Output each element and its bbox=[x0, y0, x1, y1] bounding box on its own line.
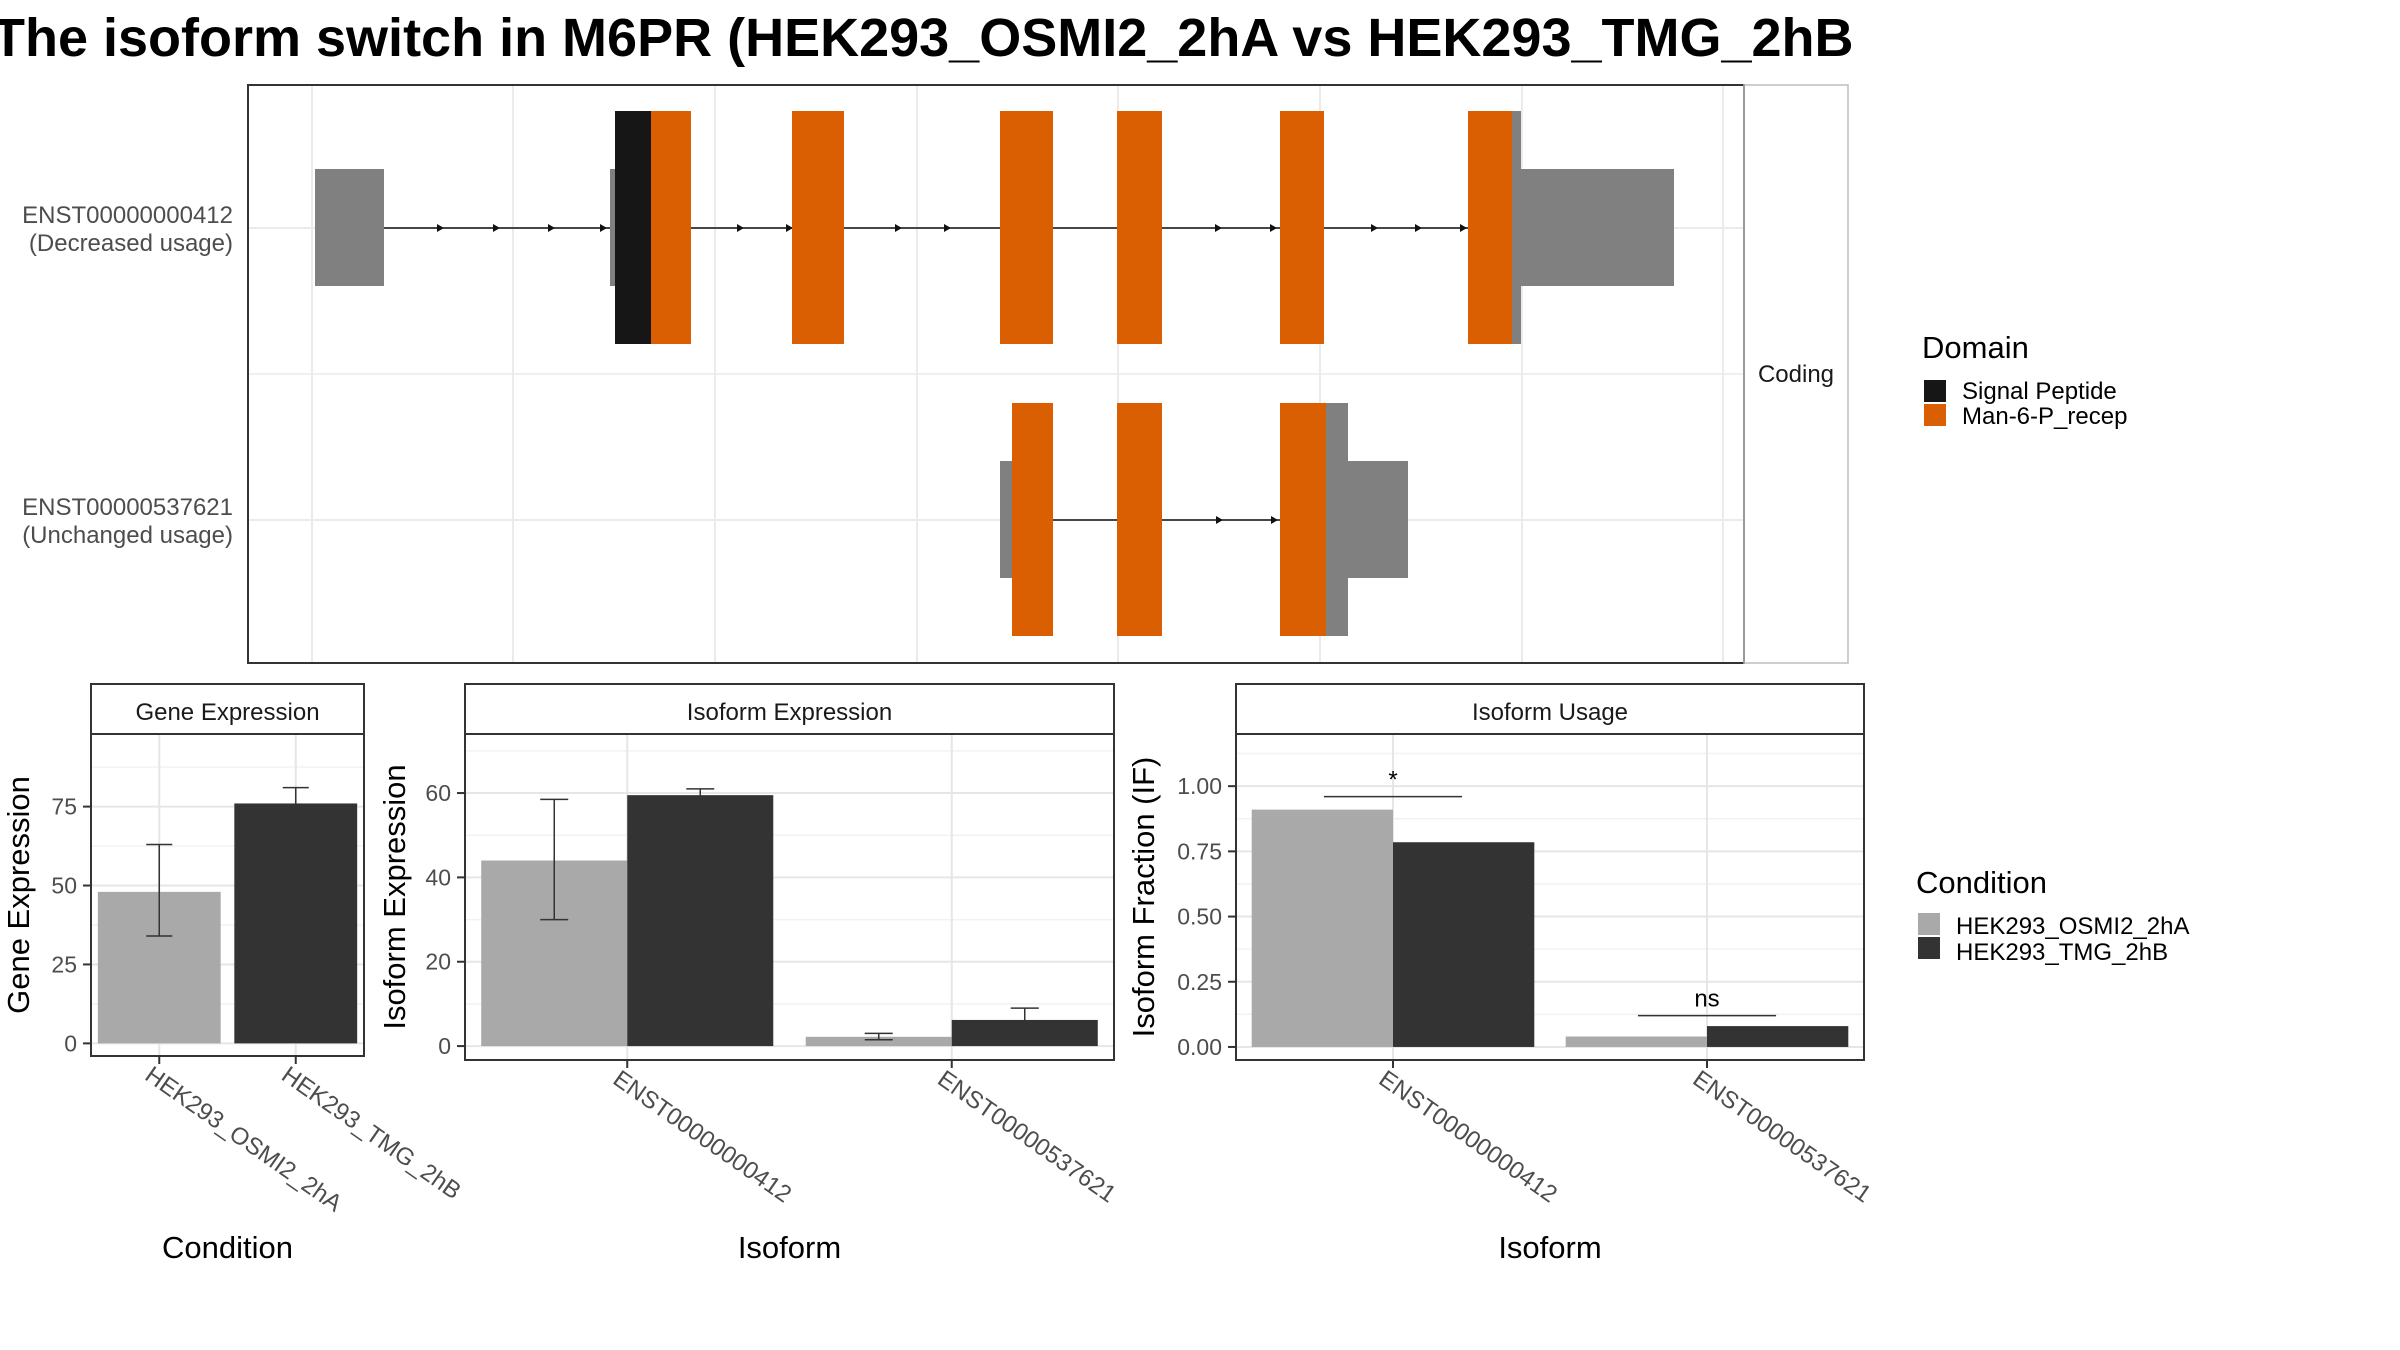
intron-arrow bbox=[1216, 516, 1223, 524]
figure-title: The isoform switch in M6PR (HEK293_OSMI2… bbox=[0, 8, 1854, 68]
transcript-2-status: (Unchanged usage) bbox=[22, 522, 233, 549]
significance-label: ns bbox=[1694, 986, 1719, 1013]
coding-strip-label: Coding bbox=[1758, 361, 1834, 388]
y-axis-title: Isoform Expression bbox=[377, 764, 412, 1029]
panel-strip-title: Gene Expression bbox=[135, 699, 319, 726]
y-tick-label: 0 bbox=[64, 1030, 77, 1056]
man-6-p-recep-domain bbox=[1280, 111, 1324, 344]
condition-legend-title: Condition bbox=[1916, 865, 2047, 900]
osmi2-legend-label: HEK293_OSMI2_2hA bbox=[1956, 913, 2189, 940]
bar bbox=[805, 1036, 952, 1047]
transcript-1-model bbox=[315, 111, 1674, 344]
coding-exon-tail bbox=[1326, 403, 1348, 636]
signal-peptide-domain bbox=[615, 111, 651, 344]
domain-legend-title: Domain bbox=[1922, 330, 2029, 365]
panel-strip bbox=[1235, 683, 1865, 735]
transcript-1-status: (Decreased usage) bbox=[29, 230, 233, 257]
man-6-p-recep-domain bbox=[1000, 111, 1053, 344]
bar bbox=[1251, 809, 1393, 1047]
bar bbox=[234, 803, 358, 1044]
x-tick-label: ENST00000000412 bbox=[1374, 1065, 1562, 1208]
utr-exon bbox=[1000, 461, 1012, 578]
transcript-2-model bbox=[1000, 403, 1408, 636]
man-6-p-recep-domain bbox=[1012, 403, 1053, 636]
y-tick-label: 50 bbox=[51, 873, 77, 899]
intron-arrows bbox=[437, 224, 1467, 232]
utr-exon bbox=[610, 169, 615, 286]
y-tick-label: 0.25 bbox=[1177, 969, 1222, 995]
osmi2-swatch bbox=[1918, 913, 1940, 935]
man-6-p-recep-domain bbox=[1280, 403, 1326, 636]
man-6-p-recep-domain bbox=[1468, 111, 1512, 344]
bar bbox=[1393, 842, 1535, 1047]
panel-strip bbox=[90, 683, 365, 735]
panel-strip-title: Isoform Expression bbox=[687, 699, 892, 726]
x-axis-title: Isoform bbox=[738, 1230, 841, 1265]
y-tick-label: 75 bbox=[51, 794, 77, 820]
man-6-p-recep-domain bbox=[651, 111, 691, 344]
bar bbox=[627, 795, 774, 1047]
coding-strip bbox=[1743, 84, 1849, 664]
x-axis-title: Condition bbox=[162, 1230, 293, 1265]
man-6-p-recep-domain bbox=[1117, 111, 1162, 344]
man-6-p-recep-legend-label: Man-6-P_recep bbox=[1962, 403, 2127, 430]
y-tick-label: 1.00 bbox=[1177, 773, 1222, 799]
y-axis-title: Isoform Fraction (IF) bbox=[1126, 757, 1161, 1038]
y-tick-label: 0 bbox=[438, 1033, 451, 1059]
signal-peptide-swatch bbox=[1924, 380, 1946, 402]
man-6-p-recep-domain bbox=[792, 111, 844, 344]
isoform-usage-panel: * ns Isoform Usage 0.00 0.25 0.50 0.75 1.00 ENST… bbox=[1126, 683, 1876, 1265]
x-tick-label: ENST00000537621 bbox=[1688, 1065, 1876, 1208]
panel-strip-title: Isoform Usage bbox=[1472, 699, 1628, 726]
tmg-legend-label: HEK293_TMG_2hB bbox=[1956, 939, 2168, 966]
significance-label: * bbox=[1388, 767, 1397, 794]
y-tick-label: 25 bbox=[51, 951, 77, 977]
transcript-1-id: ENST00000000412 bbox=[22, 202, 233, 229]
y-tick-label: 0.75 bbox=[1177, 838, 1222, 864]
coding-exon-tail bbox=[1512, 111, 1521, 344]
man-6-p-recep-swatch bbox=[1924, 404, 1946, 426]
x-tick-label: ENST00000537621 bbox=[933, 1065, 1121, 1208]
bar bbox=[1707, 1026, 1849, 1047]
condition-legend: Condition HEK293_OSMI2_2hA HEK293_TMG_2h… bbox=[1916, 865, 2189, 966]
y-tick-label: 20 bbox=[425, 949, 451, 975]
utr-exon bbox=[315, 169, 384, 286]
utr-exon bbox=[1512, 169, 1674, 286]
man-6-p-recep-domain bbox=[1117, 403, 1162, 636]
y-axis-title: Gene Expression bbox=[1, 776, 36, 1014]
tmg-swatch bbox=[1918, 937, 1940, 959]
transcript-panel: Coding ENST00000000412 (Decreased usage)… bbox=[22, 84, 1849, 664]
x-axis-title: Isoform bbox=[1498, 1230, 1601, 1265]
y-tick-label: 0.50 bbox=[1177, 904, 1222, 930]
panel-strip bbox=[464, 683, 1115, 735]
intron-arrow bbox=[1271, 516, 1278, 524]
bar bbox=[1565, 1036, 1707, 1047]
signal-peptide-legend-label: Signal Peptide bbox=[1962, 378, 2117, 405]
isoform-expression-panel: Isoform Expression 0 20 40 60 ENST00000000412… bbox=[377, 683, 1121, 1265]
y-tick-label: 40 bbox=[425, 864, 451, 890]
y-tick-label: 60 bbox=[425, 780, 451, 806]
domain-legend: Domain Signal Peptide Man-6-P_recep bbox=[1922, 330, 2127, 430]
y-tick-label: 0.00 bbox=[1177, 1034, 1222, 1060]
x-tick-label: ENST00000000412 bbox=[608, 1065, 796, 1208]
transcript-2-id: ENST00000537621 bbox=[22, 494, 233, 521]
